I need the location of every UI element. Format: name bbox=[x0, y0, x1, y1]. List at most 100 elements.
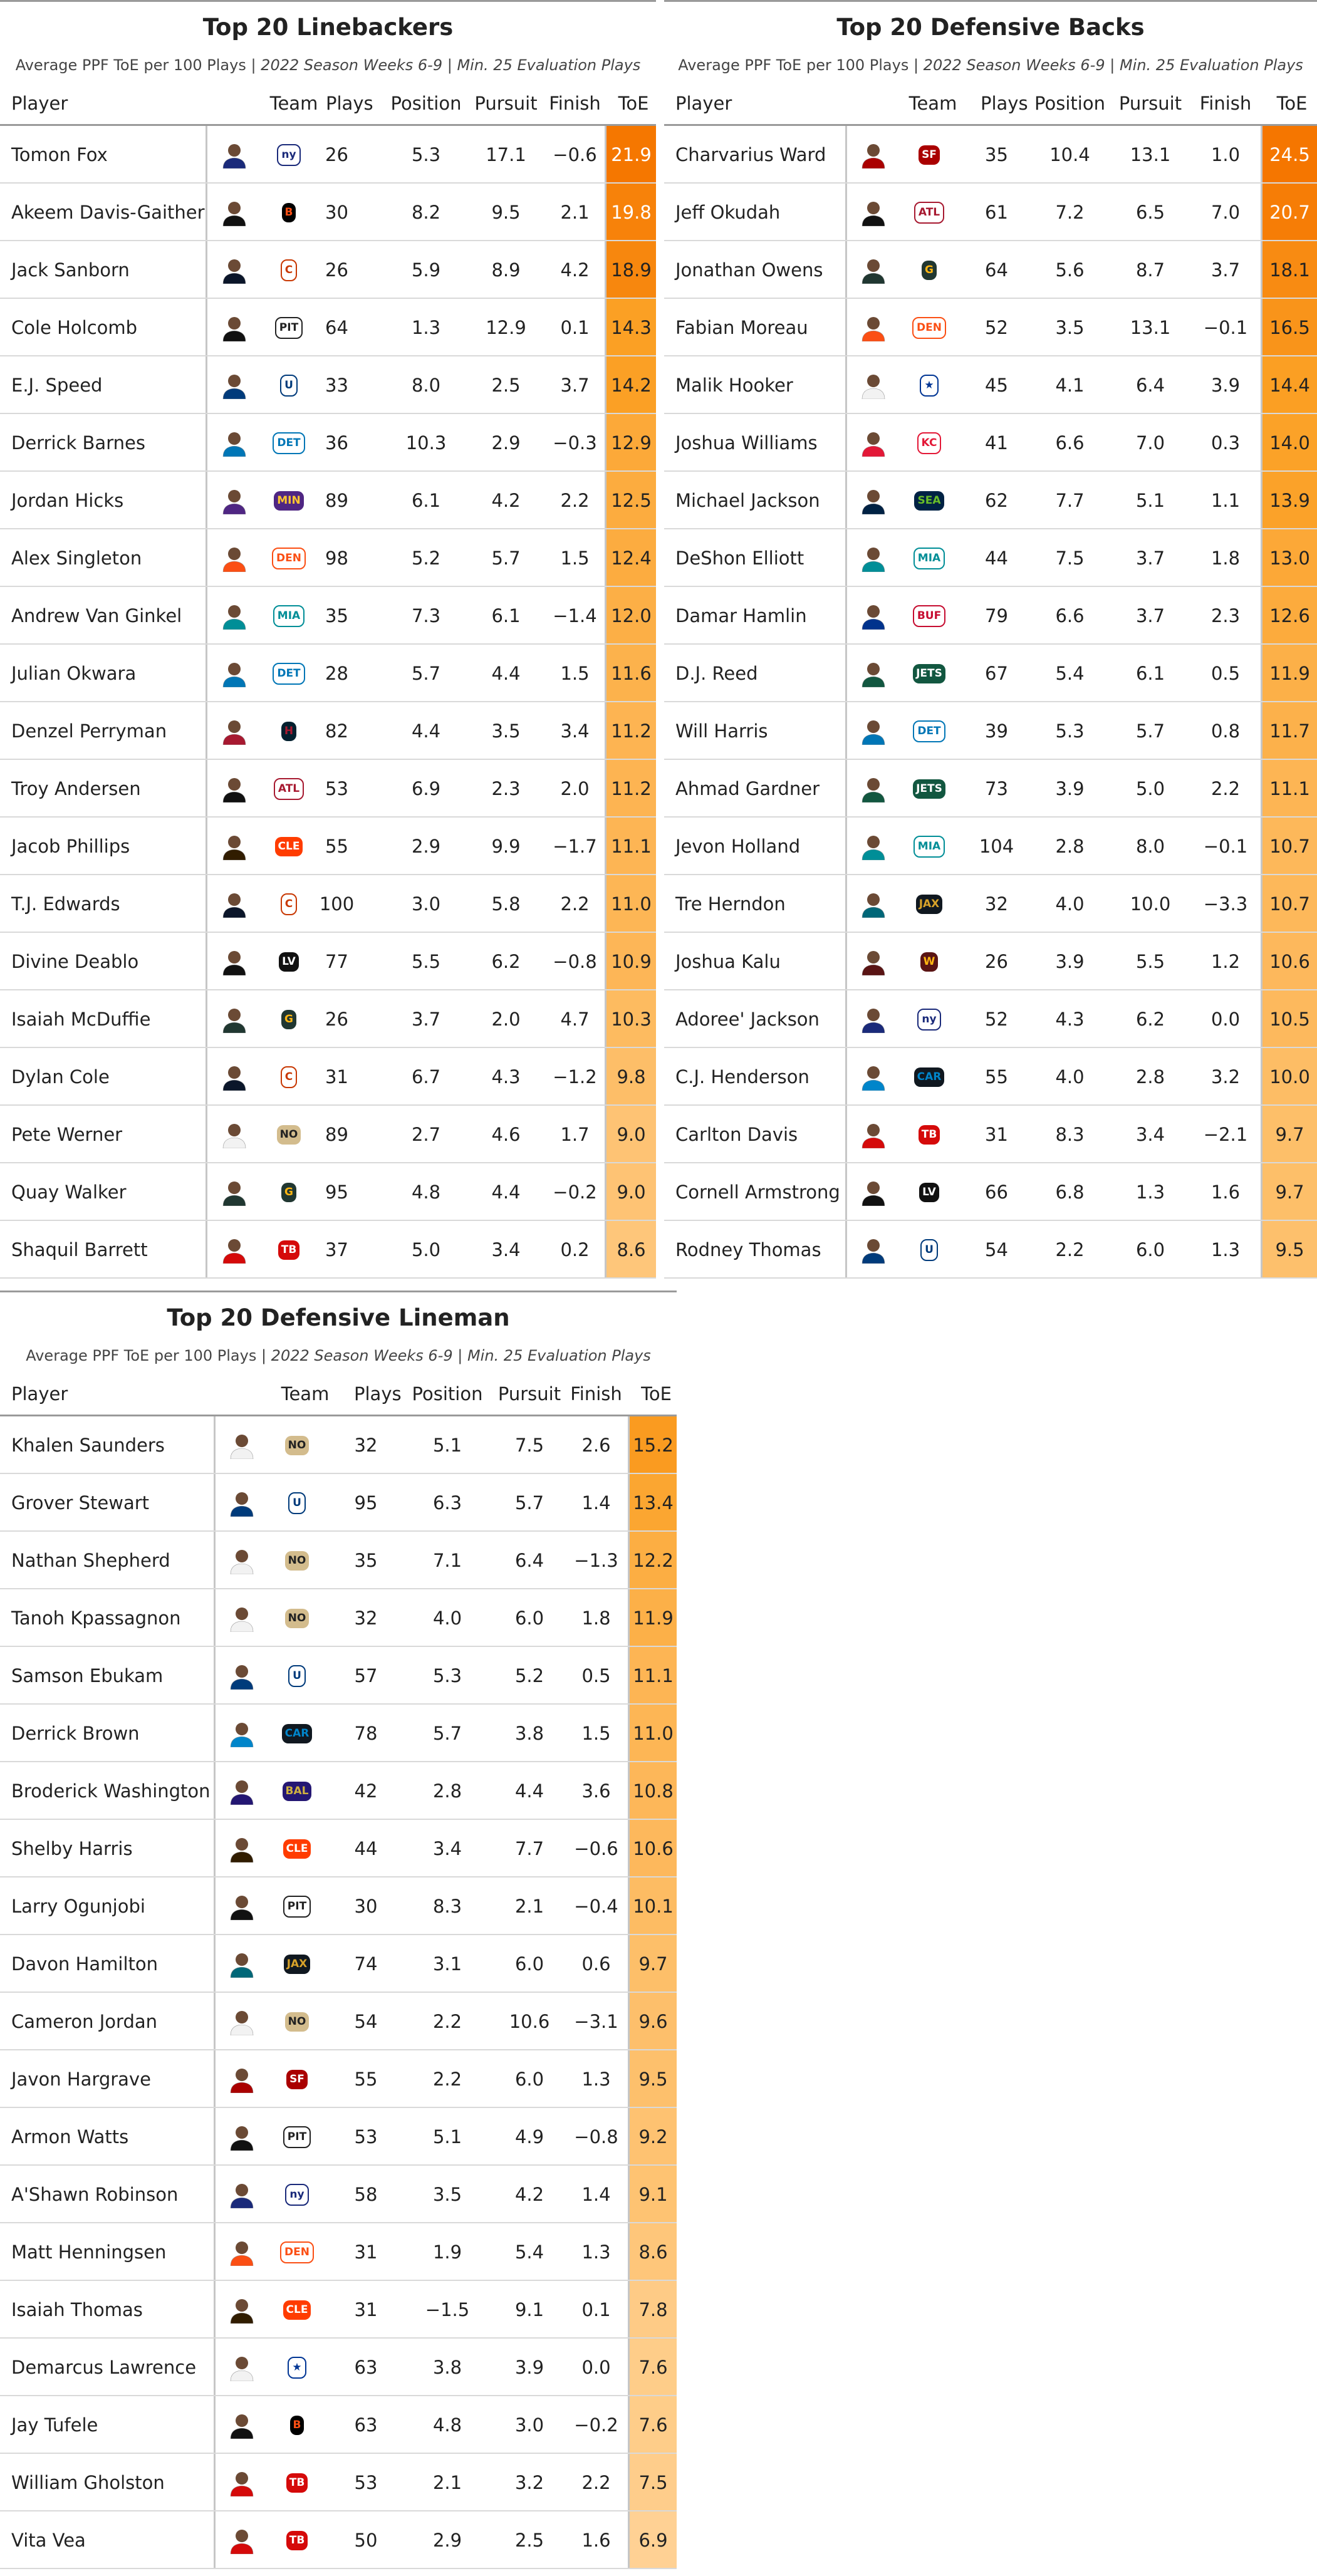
cell-position: 6.8 bbox=[1055, 1182, 1085, 1203]
cell-finish: −0.3 bbox=[553, 432, 597, 454]
player-headshot-icon bbox=[221, 141, 248, 169]
cell-plays: 31 bbox=[354, 2299, 378, 2320]
team-logo-label: JETS bbox=[913, 663, 945, 683]
player-name: Joshua Williams bbox=[675, 432, 818, 454]
column-header-toe: ToE bbox=[618, 93, 649, 114]
table-row: E.J. Speed U 33 8.0 2.5 3.7 14.2 bbox=[0, 356, 656, 414]
team-logo-label: G bbox=[281, 1182, 296, 1202]
cell-toe: 7.6 bbox=[630, 2396, 677, 2454]
row-rule bbox=[664, 643, 1317, 645]
player-name: Ahmad Gardner bbox=[675, 778, 820, 799]
cell-plays: 78 bbox=[354, 1723, 378, 1744]
buccaneers-logo-icon: TB bbox=[276, 2523, 318, 2558]
colts-logo-icon: U bbox=[276, 1658, 318, 1693]
panthers-logo-icon: CAR bbox=[276, 1716, 318, 1751]
cell-toe: 10.6 bbox=[630, 1820, 677, 1877]
cell-position: 10.3 bbox=[405, 432, 447, 454]
column-separator bbox=[628, 2396, 630, 2454]
cell-position: 10.4 bbox=[1049, 144, 1090, 165]
cell-position: 6.3 bbox=[432, 1492, 462, 1514]
cell-plays: 95 bbox=[354, 1492, 378, 1514]
cell-position: 7.5 bbox=[1055, 548, 1085, 569]
player-headshot-icon bbox=[221, 660, 248, 688]
column-separator bbox=[605, 356, 606, 414]
player-name: Khalen Saunders bbox=[11, 1435, 165, 1456]
cell-pursuit: 13.1 bbox=[1130, 144, 1171, 165]
buccaneers-logo-icon: TB bbox=[908, 1117, 950, 1152]
player-name: Jeff Okudah bbox=[675, 202, 781, 223]
column-separator bbox=[628, 2166, 630, 2223]
table-top-20-linebackers: Top 20 Linebackers Average PPF ToE per 10… bbox=[0, 0, 656, 1279]
column-separator bbox=[605, 645, 606, 702]
player-headshot-icon bbox=[221, 544, 248, 573]
team-logo-label: C bbox=[280, 893, 298, 915]
cell-plays: 62 bbox=[985, 490, 1008, 511]
column-separator bbox=[214, 1877, 216, 1935]
cell-position: 1.9 bbox=[432, 2241, 462, 2263]
row-rule bbox=[0, 2510, 677, 2511]
team-logo-label: ny bbox=[277, 143, 301, 166]
cell-plays: 26 bbox=[325, 144, 348, 165]
cell-toe: 11.7 bbox=[1262, 702, 1317, 760]
player-name: Derrick Barnes bbox=[11, 432, 145, 454]
cell-toe: 14.2 bbox=[606, 356, 656, 414]
cell-position: 2.2 bbox=[1055, 1239, 1085, 1260]
cell-pursuit: 3.4 bbox=[491, 1239, 521, 1260]
buccaneers-logo-icon: TB bbox=[276, 2465, 318, 2500]
player-headshot-icon bbox=[228, 1547, 256, 1575]
cell-pursuit: 17.1 bbox=[486, 144, 526, 165]
cell-pursuit: 6.1 bbox=[1135, 663, 1165, 684]
cell-position: 3.8 bbox=[432, 2357, 462, 2378]
giants-logo-icon: ny bbox=[908, 1002, 950, 1037]
team-logo-label: U bbox=[280, 374, 298, 397]
row-rule bbox=[664, 528, 1317, 529]
cell-pursuit: 3.5 bbox=[491, 720, 521, 742]
cell-plays: 42 bbox=[354, 1780, 378, 1802]
broncos-logo-icon: DEN bbox=[276, 2235, 318, 2270]
saints-logo-icon: NO bbox=[276, 1428, 318, 1463]
subtitle-prefix: Average PPF ToE per 100 Plays | bbox=[15, 56, 261, 74]
team-logo-label: CAR bbox=[914, 1067, 945, 1087]
cell-plays: 28 bbox=[325, 663, 348, 684]
table-row: Jonathan Owens G 64 5.6 8.7 3.7 18.1 bbox=[664, 241, 1317, 299]
cell-pursuit: 2.0 bbox=[491, 1009, 521, 1030]
cell-position: 5.9 bbox=[411, 259, 441, 281]
column-separator bbox=[206, 1048, 207, 1106]
texans-logo-icon: H bbox=[268, 714, 310, 749]
table-row: Shelby Harris CLE 44 3.4 7.7 −0.6 10.6 bbox=[0, 1820, 677, 1877]
column-separator bbox=[214, 1474, 216, 1532]
player-name: Cole Holcomb bbox=[11, 317, 138, 338]
player-name: Joshua Kalu bbox=[675, 951, 781, 972]
cell-plays: 32 bbox=[354, 1435, 378, 1456]
table-top-20-defensive-backs: Top 20 Defensive Backs Average PPF ToE pe… bbox=[664, 0, 1317, 1279]
team-logo-label: BUF bbox=[912, 605, 946, 627]
cell-position: 5.3 bbox=[432, 1665, 462, 1686]
table-title: Top 20 Linebackers bbox=[202, 14, 454, 41]
cell-plays: 52 bbox=[985, 317, 1008, 338]
player-name: Andrew Van Ginkel bbox=[11, 605, 182, 626]
player-name: Tanoh Kpassagnon bbox=[11, 1607, 181, 1629]
team-logo-label: MIN bbox=[274, 491, 304, 511]
column-separator bbox=[214, 2339, 216, 2396]
cell-position: 2.8 bbox=[1055, 836, 1085, 857]
giants-logo-icon: ny bbox=[268, 137, 310, 172]
column-header-pursuit: Pursuit bbox=[497, 1383, 561, 1405]
cell-toe: 13.9 bbox=[1262, 472, 1317, 529]
column-separator bbox=[605, 1163, 606, 1221]
cell-toe: 10.9 bbox=[606, 933, 656, 990]
cell-plays: 32 bbox=[354, 1607, 378, 1629]
column-separator bbox=[1261, 990, 1262, 1048]
row-rule bbox=[664, 586, 1317, 587]
row-rule bbox=[0, 1761, 677, 1762]
row-rule bbox=[0, 2453, 677, 2454]
player-headshot-icon bbox=[221, 1236, 248, 1264]
column-separator bbox=[845, 184, 847, 241]
cell-pursuit: 6.0 bbox=[514, 1607, 544, 1629]
column-separator bbox=[628, 1416, 630, 1474]
cell-finish: −1.3 bbox=[574, 1550, 618, 1571]
column-separator bbox=[206, 529, 207, 587]
cell-finish: 1.5 bbox=[560, 663, 590, 684]
cell-toe: 10.5 bbox=[1262, 990, 1317, 1048]
row-rule bbox=[0, 586, 656, 587]
cell-finish: 3.6 bbox=[581, 1780, 611, 1802]
